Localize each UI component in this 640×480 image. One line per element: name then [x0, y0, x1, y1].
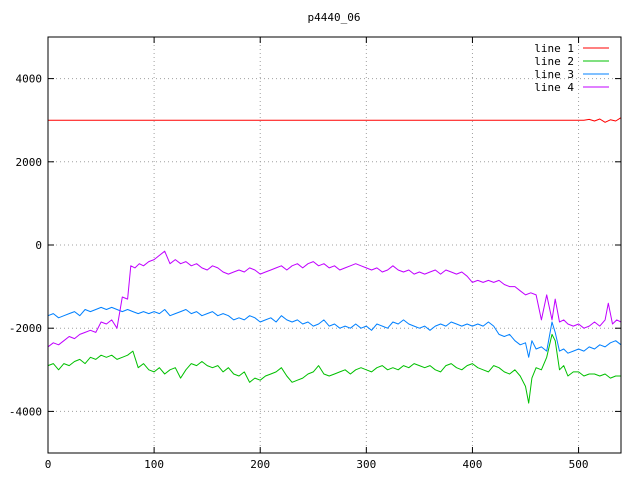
y-tick-label: 4000	[16, 73, 43, 86]
series-lines	[47, 117, 622, 404]
x-tick-label: 100	[144, 458, 164, 471]
legend-label: line 2	[534, 55, 574, 68]
series-line-2	[47, 333, 621, 404]
y-tick-label: 0	[35, 239, 42, 252]
series-line-1	[48, 117, 622, 123]
x-tick-label: 0	[45, 458, 52, 471]
x-tick-label: 300	[356, 458, 376, 471]
legend-label: line 4	[534, 81, 574, 94]
series-line-4	[47, 250, 622, 348]
y-tick-label: -4000	[9, 405, 42, 418]
series-line-3	[47, 306, 622, 358]
chart-title: p4440_06	[308, 11, 361, 24]
plot-frame	[47, 36, 622, 454]
y-tick-label: -2000	[9, 322, 42, 335]
y-tick-label: 2000	[16, 156, 43, 169]
grid	[48, 37, 621, 453]
x-tick-label: 400	[463, 458, 483, 471]
legend-label: line 3	[534, 68, 574, 81]
x-tick-label: 500	[569, 458, 589, 471]
legend-label: line 1	[534, 42, 574, 55]
x-tick-label: 200	[250, 458, 270, 471]
axis-ticks: -4000 -2000 0 2000 4000 0 100 200 300 400 500	[9, 37, 621, 471]
